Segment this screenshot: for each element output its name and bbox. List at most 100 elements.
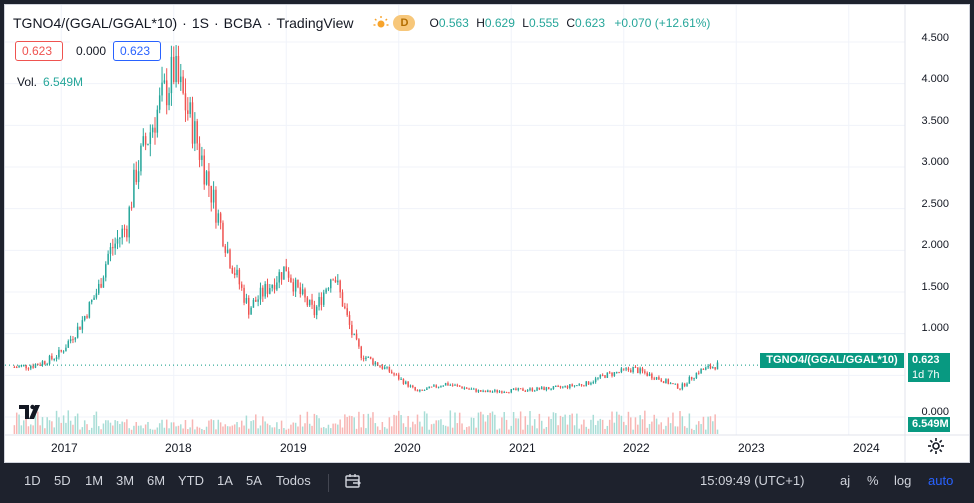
volume-bar xyxy=(245,415,248,434)
candle-body xyxy=(503,392,505,394)
ask-price-box[interactable]: 0.623 xyxy=(113,41,161,61)
percent-scale-toggle[interactable]: % xyxy=(867,473,879,488)
settings-gear-icon[interactable] xyxy=(927,437,945,455)
volume-bar xyxy=(674,426,677,434)
volume-bar xyxy=(627,411,630,434)
volume-bar xyxy=(496,429,498,434)
volume-bar xyxy=(180,424,182,434)
candle-body xyxy=(44,361,46,365)
candle-body xyxy=(41,361,44,365)
log-scale-toggle[interactable]: log xyxy=(894,473,912,488)
candle-body xyxy=(508,392,510,394)
time-tick-label: 2019 xyxy=(280,441,307,455)
candle-body xyxy=(482,390,484,392)
volume-bar xyxy=(428,429,430,434)
time-tick-label: 2022 xyxy=(623,441,650,455)
candle-body xyxy=(313,304,316,316)
volume-bar xyxy=(573,425,576,434)
candle-body xyxy=(243,287,245,303)
volume-bar xyxy=(344,414,346,434)
range-5a-button[interactable]: 5A xyxy=(246,473,262,488)
volume-bar xyxy=(121,421,123,434)
candle-body xyxy=(545,387,548,391)
volume-bar xyxy=(25,410,27,434)
volume-bar xyxy=(454,412,456,434)
volume-bar xyxy=(383,427,386,434)
candle-body xyxy=(229,249,231,268)
candle-body xyxy=(245,297,248,303)
date-range-calendar-icon[interactable] xyxy=(344,472,362,493)
volume-bar xyxy=(538,413,541,434)
volume-bar xyxy=(599,418,602,434)
volume-bar xyxy=(419,421,421,434)
volume-bar xyxy=(23,420,25,434)
candle-body xyxy=(358,339,360,347)
candle-body xyxy=(573,385,576,387)
bid-price-box[interactable]: 0.623 xyxy=(15,41,63,61)
candle-body xyxy=(585,381,587,387)
time-tick-label: 2020 xyxy=(394,441,421,455)
volume-bar xyxy=(676,426,679,434)
candle-body xyxy=(210,185,212,203)
candle-body xyxy=(669,383,672,385)
range-ytd-button[interactable]: YTD xyxy=(178,473,204,488)
volume-bar xyxy=(226,426,229,434)
volume-bar xyxy=(142,428,145,434)
bottom-toolbar: 1D 5D 1M 3M 6M YTD 1A 5A Todos 15:09:49 … xyxy=(0,463,974,503)
tradingview-logo-icon[interactable] xyxy=(19,403,45,421)
volume-bar xyxy=(426,413,428,434)
candle-body xyxy=(323,292,325,305)
volume-bar xyxy=(320,427,323,434)
volume-bar xyxy=(215,429,217,434)
candle-body xyxy=(285,266,287,272)
candle-body xyxy=(440,386,442,388)
candle-body xyxy=(191,102,194,144)
volume-bar xyxy=(393,414,395,434)
range-1d-button[interactable]: 1D xyxy=(24,473,41,488)
candle-body xyxy=(100,283,102,288)
time-tick-label: 2018 xyxy=(165,441,192,455)
interval-label[interactable]: 1S xyxy=(191,15,209,31)
candle-body xyxy=(458,385,461,387)
candle-body xyxy=(625,368,627,370)
candle-body xyxy=(477,390,480,392)
volume-bar xyxy=(90,427,93,434)
range-1m-button[interactable]: 1M xyxy=(85,473,104,488)
range-all-button[interactable]: Todos xyxy=(276,473,311,488)
market-sun-icon xyxy=(373,15,389,31)
volume-bar xyxy=(283,428,285,434)
candle-body xyxy=(632,367,634,373)
candle-body xyxy=(30,366,32,369)
candle-body xyxy=(69,339,72,342)
candle-body xyxy=(379,365,381,367)
candle-body xyxy=(449,384,452,386)
chart-pane[interactable]: TGNO4/(GGAL/GGAL*10) · 1S · BCBA · Tradi… xyxy=(4,4,970,463)
clock-timezone[interactable]: 15:09:49 (UTC+1) xyxy=(700,473,805,488)
range-6m-button[interactable]: 6M xyxy=(147,473,166,488)
candle-body xyxy=(32,366,34,368)
volume-bar xyxy=(449,410,452,434)
candle-body xyxy=(515,388,517,391)
volume-bar xyxy=(512,412,515,434)
adjust-toggle[interactable]: aj xyxy=(840,473,851,488)
volume-bar xyxy=(665,425,667,434)
candle-body xyxy=(156,109,159,133)
volume-bar xyxy=(388,417,391,434)
range-5d-button[interactable]: 5D xyxy=(54,473,71,488)
candle-body xyxy=(27,368,30,370)
range-1a-button[interactable]: 1A xyxy=(217,473,233,488)
volume-bar xyxy=(395,415,398,434)
price-chart[interactable] xyxy=(5,5,970,463)
range-3m-button[interactable]: 3M xyxy=(116,473,135,488)
symbol-title[interactable]: TGNO4/(GGAL/GGAL*10) xyxy=(13,15,178,31)
candle-body xyxy=(304,289,306,298)
candle-body xyxy=(196,121,198,144)
volume-bar xyxy=(346,416,348,434)
candle-body xyxy=(442,385,445,387)
auto-scale-toggle[interactable]: auto xyxy=(928,473,954,488)
volume-bar xyxy=(114,420,116,434)
candle-body xyxy=(46,363,48,365)
candle-body xyxy=(34,364,37,368)
volume-bar xyxy=(264,421,266,434)
volume-bar xyxy=(280,420,283,434)
